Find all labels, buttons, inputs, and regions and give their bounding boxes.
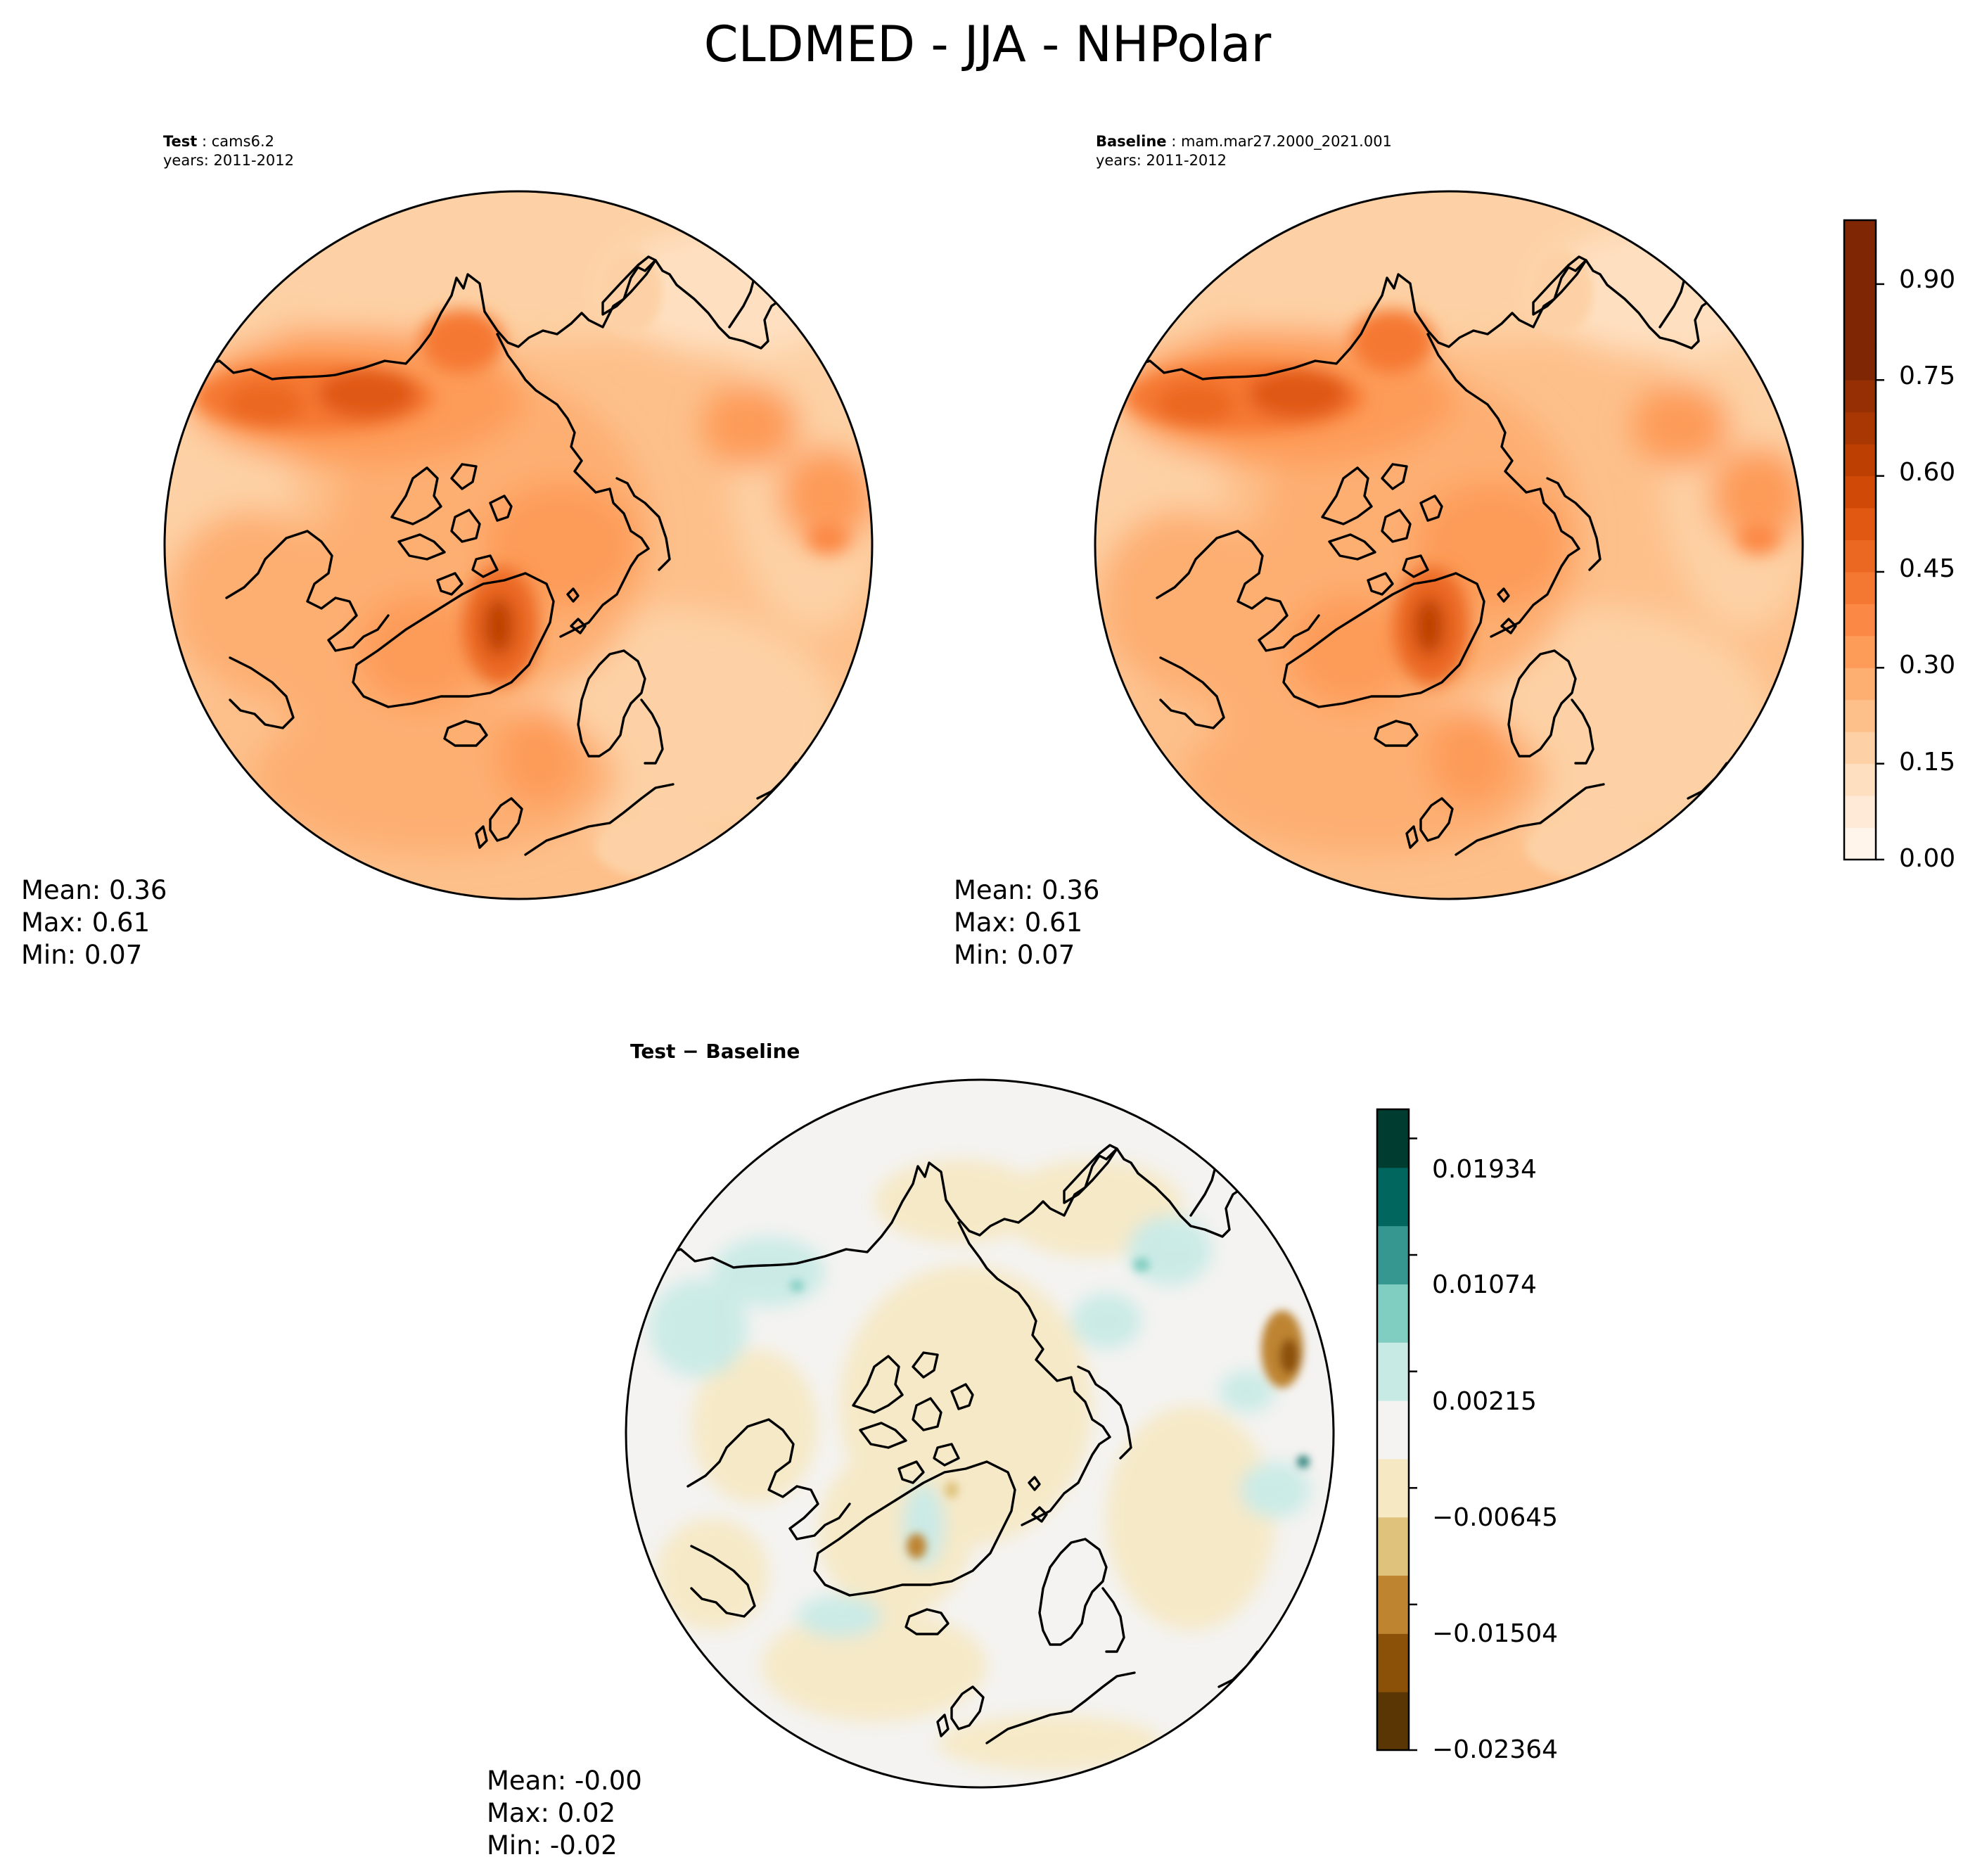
test-min: Min: 0.07 [21,940,143,970]
field-colorbar-segment [1844,411,1876,445]
test-max: Max: 0.61 [21,907,151,938]
field-colorbar-tick: 0.60 [1899,458,1956,487]
difference-colorbar-segment [1377,1517,1409,1576]
field-colorbar-segment [1844,732,1876,765]
difference-colorbar-tick: 0.01074 [1432,1270,1537,1299]
field-colorbar-frame [1843,219,1877,861]
field-colorbar-segment [1844,476,1876,509]
baseline-max: Max: 0.61 [954,907,1083,938]
difference-colorbar-tick: 0.01934 [1432,1155,1537,1184]
difference-mean: Mean: -0.00 [487,1766,642,1796]
field-colorbar-segment [1844,316,1876,349]
difference-colorbar-tick: −0.01504 [1432,1619,1559,1648]
test-stats: Mean: 0.36 Max: 0.61 Min: 0.07 [21,874,167,971]
difference-colorbar-segment [1377,1167,1409,1227]
difference-colorbar-segment [1377,1284,1409,1343]
difference-colorbar-tick: −0.02364 [1432,1735,1559,1764]
field-colorbar-segment [1844,763,1876,796]
baseline-stats: Mean: 0.36 Max: 0.61 Min: 0.07 [954,874,1099,971]
baseline-caption-label: Baseline [1096,133,1167,150]
field-colorbar-segment [1844,347,1876,381]
baseline-caption-case: mam.mar27.2000_2021.001 [1180,133,1392,150]
baseline-caption-years: years: 2011-2012 [1096,152,1227,169]
baseline-map [1094,190,1804,900]
difference-colorbar-segment [1377,1458,1409,1518]
figure-title: CLDMED - JJA - NHPolar [703,15,1272,73]
field-colorbar-segment [1844,827,1876,860]
difference-colorbar-tick: −0.00645 [1432,1503,1559,1532]
baseline-caption: Baseline : mam.mar27.2000_2021.001 years… [1096,133,1392,169]
test-caption: Test : cams6.2 years: 2011-2012 [163,133,295,169]
baseline-min: Min: 0.07 [954,940,1075,970]
field-colorbar-segment [1844,444,1876,477]
field-colorbar-segment [1844,252,1876,285]
field-colorbar-segment [1844,796,1876,829]
difference-map [625,1078,1335,1789]
field-colorbar-tick: 0.90 [1899,265,1956,294]
difference-colorbar-segment [1377,1633,1409,1692]
difference-colorbar-segment [1377,1109,1409,1168]
difference-max: Max: 0.02 [487,1798,616,1828]
field-colorbar-tick: 0.00 [1899,844,1956,873]
test-caption-label: Test [163,133,198,150]
field-colorbar [1843,219,1884,861]
field-colorbar-segment [1844,220,1876,253]
difference-colorbar-segment [1377,1225,1409,1284]
test-caption-case: cams6.2 [211,133,274,150]
field-colorbar-tick: 0.30 [1899,651,1956,679]
field-colorbar-segment [1844,635,1876,668]
difference-colorbar-tick: 0.00215 [1432,1387,1537,1416]
baseline-map-boundary [1094,190,1804,900]
difference-stats: Mean: -0.00 Max: 0.02 Min: -0.02 [487,1765,642,1862]
test-map-boundary [163,190,874,900]
field-colorbar-segment [1844,604,1876,637]
difference-min: Min: -0.02 [487,1830,618,1861]
difference-colorbar-frame [1376,1108,1410,1751]
field-colorbar-segment [1844,571,1876,604]
field-colorbar-segment [1844,283,1876,317]
difference-colorbar-segment [1377,1342,1409,1401]
test-mean: Mean: 0.36 [21,875,167,905]
test-caption-years: years: 2011-2012 [163,152,295,169]
field-colorbar-segment [1844,508,1876,540]
difference-colorbar-segment [1377,1575,1409,1634]
difference-colorbar-segment [1377,1692,1409,1751]
field-colorbar-segment [1844,540,1876,573]
field-colorbar-segment [1844,668,1876,701]
difference-map-boundary [625,1078,1335,1789]
field-colorbar-segment [1844,699,1876,732]
difference-colorbar-segment [1377,1400,1409,1460]
field-colorbar-tick: 0.45 [1899,554,1956,583]
field-colorbar-segment [1844,380,1876,413]
difference-title: Test − Baseline [630,1040,800,1063]
field-colorbar-tick: 0.75 [1899,362,1956,390]
field-colorbar-tick: 0.15 [1899,748,1956,777]
difference-colorbar [1376,1108,1417,1751]
baseline-mean: Mean: 0.36 [954,875,1100,905]
test-map [163,190,874,900]
